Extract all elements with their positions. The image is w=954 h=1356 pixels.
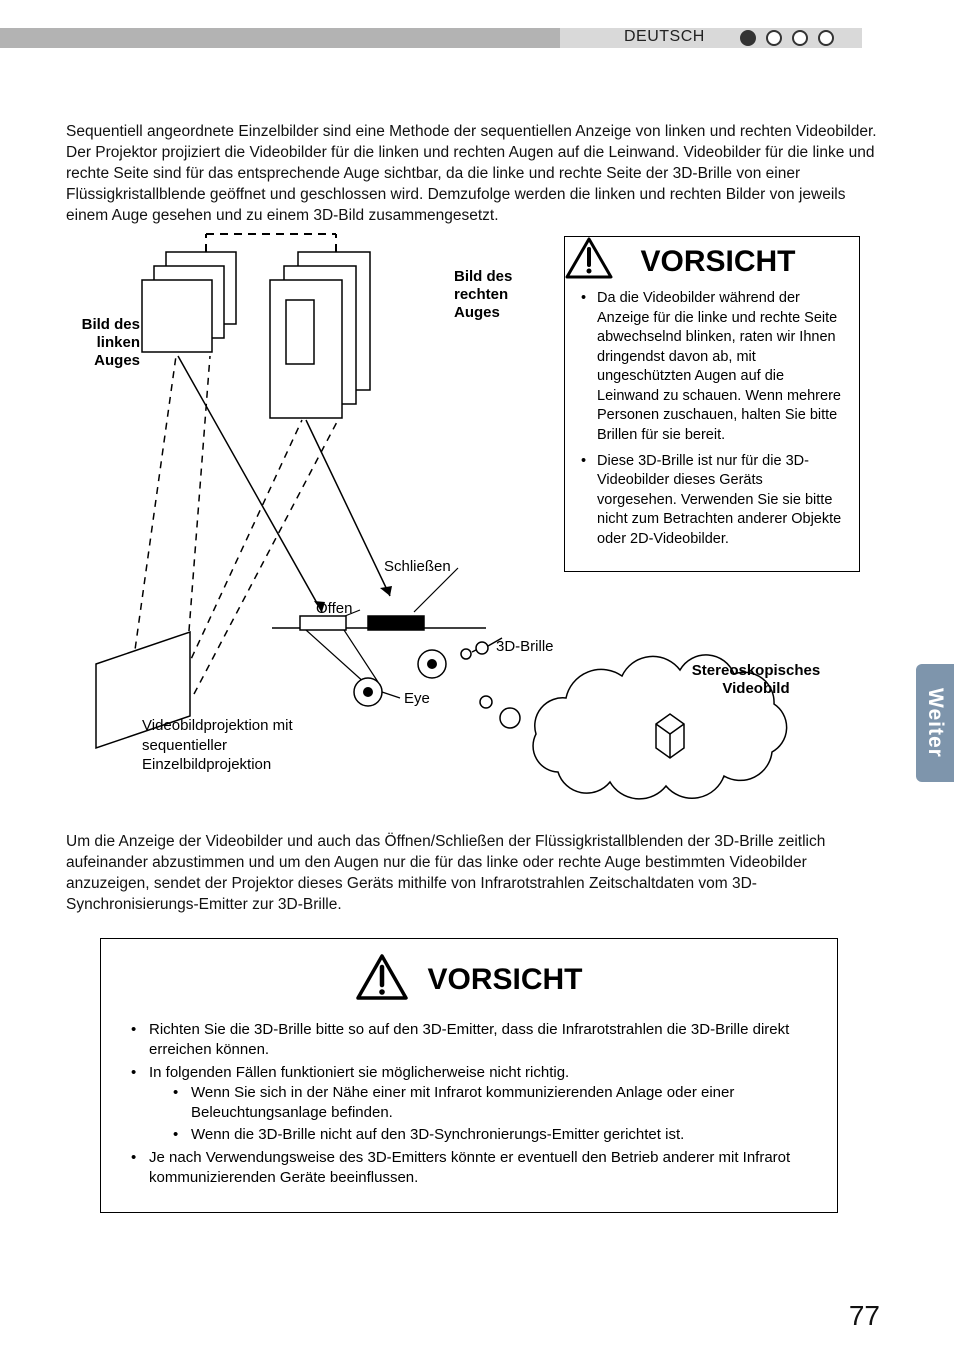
left-image-stack bbox=[142, 252, 236, 352]
header-language: DEUTSCH bbox=[624, 28, 705, 46]
intro-paragraph: Sequentiell angeordnete Einzelbilder sin… bbox=[66, 122, 888, 227]
side-tab-label: Weiter bbox=[923, 688, 947, 758]
side-tab-weiter[interactable]: Weiter bbox=[916, 664, 954, 782]
caution-bottom-title: VORSICHT bbox=[427, 963, 582, 997]
diagram-3d-sequential: VORSICHT Da die Videobilder während der … bbox=[66, 224, 888, 804]
page-dot bbox=[766, 30, 782, 46]
header-gray-strip bbox=[0, 28, 560, 48]
header-bar: DEUTSCH bbox=[0, 28, 954, 50]
caution-bottom-body: Richten Sie die 3D-Brille bitte so auf d… bbox=[101, 1014, 837, 1212]
caution-bottom-item: Richten Sie die 3D-Brille bitte so auf d… bbox=[129, 1020, 809, 1061]
page-dot-active bbox=[740, 30, 756, 46]
label-right-eye-image: Bild des rechten Auges bbox=[454, 268, 544, 322]
warning-icon bbox=[355, 953, 409, 1006]
page-dot bbox=[818, 30, 834, 46]
label-close: Schließen bbox=[384, 558, 451, 575]
label-open: Offen bbox=[316, 600, 352, 617]
label-projection-caption: Videobildprojektion mit sequentieller Ei… bbox=[142, 716, 342, 775]
sync-paragraph: Um die Anzeige der Videobilder und auch … bbox=[66, 832, 888, 916]
page-number: 77 bbox=[849, 1300, 880, 1332]
label-left-eye-image: Bild des linken Auges bbox=[70, 316, 140, 370]
right-image-stack bbox=[270, 252, 370, 418]
label-eye: Eye bbox=[404, 690, 430, 707]
page-dot bbox=[792, 30, 808, 46]
caution-bottom-item: Je nach Verwendungsweise des 3D-Emitters… bbox=[129, 1148, 809, 1189]
caution-bottom-item-text: In folgenden Fällen funktioniert sie mög… bbox=[149, 1064, 569, 1081]
caution-box-bottom: VORSICHT Richten Sie die 3D-Brille bitte… bbox=[100, 938, 838, 1213]
label-3d-glasses: 3D-Brille bbox=[496, 638, 554, 655]
caution-bottom-item: In folgenden Fällen funktioniert sie mög… bbox=[129, 1063, 809, 1146]
caution-bottom-subitem: Wenn Sie sich in der Nähe einer mit Infr… bbox=[171, 1083, 809, 1124]
caution-bottom-subitem: Wenn die 3D-Brille nicht auf den 3D-Sync… bbox=[171, 1125, 809, 1145]
page-indicator bbox=[740, 30, 834, 46]
label-stereoscopic: Stereoskopisches Videobild bbox=[666, 662, 846, 698]
page-root: DEUTSCH Sequentiell angeordnete Einzelbi… bbox=[0, 0, 954, 1356]
caution-bottom-header: VORSICHT bbox=[101, 939, 837, 1014]
